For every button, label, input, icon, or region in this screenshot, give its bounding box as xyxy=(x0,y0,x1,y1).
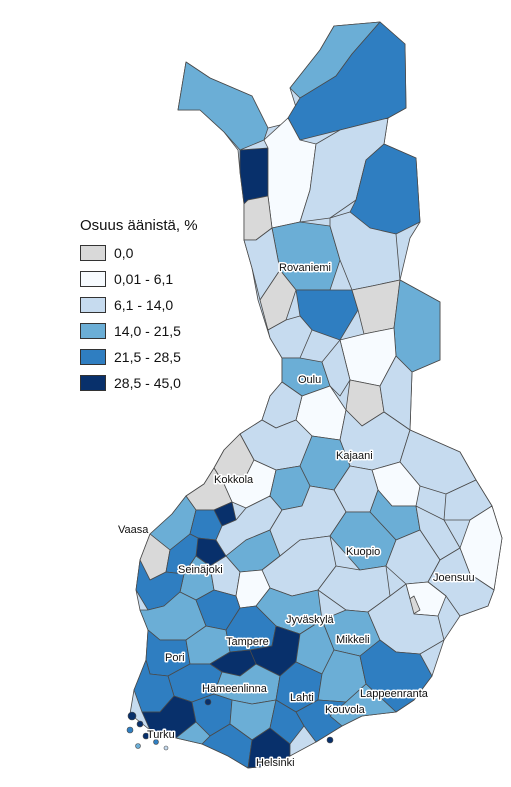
region xyxy=(269,699,305,745)
legend-swatch xyxy=(80,271,106,287)
region xyxy=(175,721,211,745)
city-label-kajaani: Kajaani xyxy=(336,450,373,462)
legend-swatch xyxy=(80,375,106,391)
city-label-pori: Pori xyxy=(165,652,185,664)
legend-label: 0,0 xyxy=(114,245,134,261)
city-label-seinajoki: Seinäjoki xyxy=(178,564,223,576)
city-label-jyvaskyla: Jyväskylä xyxy=(286,614,335,626)
legend-label: 0,01 - 6,1 xyxy=(114,271,174,287)
legend-swatch xyxy=(80,323,106,339)
legend-item: 0,0 xyxy=(80,240,198,266)
region xyxy=(177,61,269,151)
city-label-tampere: Tampere xyxy=(226,636,269,648)
legend-label: 28,5 - 45,0 xyxy=(114,375,181,391)
legend-label: 14,0 - 21,5 xyxy=(114,323,181,339)
city-label-mikkeli: Mikkeli xyxy=(336,634,370,646)
region xyxy=(267,315,313,359)
archipelago xyxy=(126,698,334,751)
legend-swatch xyxy=(80,297,106,313)
city-label-lahti: Lahti xyxy=(290,692,314,704)
legend-item: 28,5 - 45,0 xyxy=(80,370,198,396)
legend-title: Osuus äänistä, % xyxy=(80,217,198,234)
legend-label: 6,1 - 14,0 xyxy=(114,297,174,313)
legend-swatch xyxy=(80,349,106,365)
legend: Osuus äänistä, % 0,0 0,01 - 6,1 6,1 - 14… xyxy=(80,217,198,396)
region xyxy=(321,339,351,397)
legend-label: 21,5 - 28,5 xyxy=(114,349,181,365)
region xyxy=(393,279,441,373)
legend-item: 6,1 - 14,0 xyxy=(80,292,198,318)
city-label-vaasa: Vaasa xyxy=(118,524,149,536)
city-label-turku: Turku xyxy=(147,729,175,741)
city-label-kuopio: Kuopio xyxy=(346,546,380,558)
city-labels: Rovaniemi Oulu Kajaani Kokkola Vaasa Sei… xyxy=(117,261,477,771)
region xyxy=(259,269,297,331)
legend-item: 14,0 - 21,5 xyxy=(80,318,198,344)
legend-item: 21,5 - 28,5 xyxy=(80,344,198,370)
city-label-oulu: Oulu xyxy=(298,374,321,386)
city-label-kouvola: Kouvola xyxy=(325,704,366,716)
regions xyxy=(129,21,503,769)
legend-item: 0,01 - 6,1 xyxy=(80,266,198,292)
legend-swatch xyxy=(80,245,106,261)
region xyxy=(247,727,291,769)
city-label-helsinki: Helsinki xyxy=(256,757,295,769)
city-label-joensuu: Joensuu xyxy=(433,572,475,584)
city-label-lappeenranta: Lappeenranta xyxy=(360,688,429,700)
city-label-kokkola: Kokkola xyxy=(214,474,254,486)
city-label-hameenlinna: Hämeenlinna xyxy=(202,683,268,695)
region xyxy=(239,147,269,205)
region xyxy=(379,355,413,431)
city-label-rovaniemi: Rovaniemi xyxy=(279,262,331,274)
